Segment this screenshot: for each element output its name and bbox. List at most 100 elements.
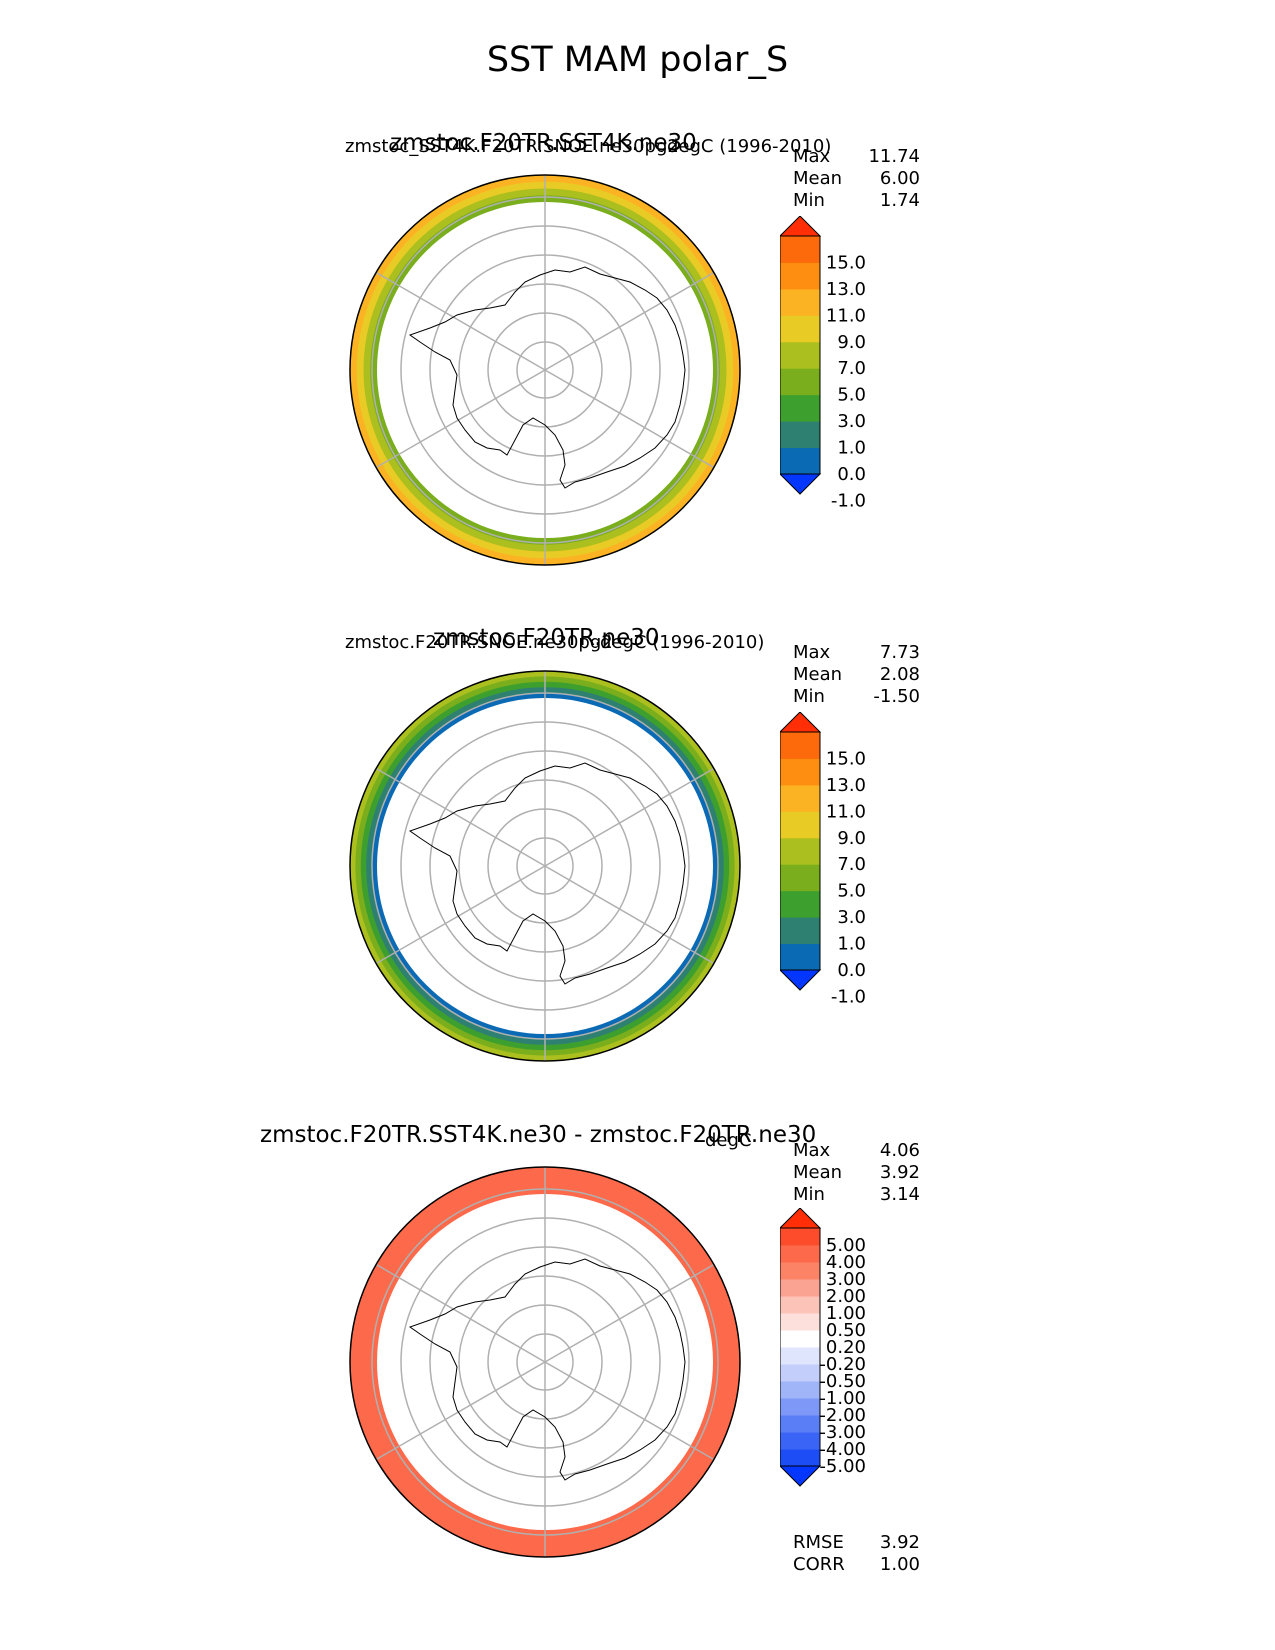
- panel-3-colorbar: 5.004.003.002.001.000.500.20-0.20-0.50-1…: [780, 1208, 866, 1487]
- stat-label: Max: [793, 642, 831, 663]
- stat-max-value: 11.74: [868, 146, 920, 167]
- colorbar-extend-min: [780, 1465, 822, 1487]
- stat-mean-value: 2.08: [879, 664, 920, 685]
- stat-label: Min: [793, 1184, 825, 1205]
- colorbar-tick-label: -4.00: [819, 1439, 866, 1460]
- panel-1-center-title: zmstoc.F20TR.SST4K.ne30: [390, 130, 697, 156]
- panel-1-polar-map: [349, 174, 741, 566]
- colorbar-tick-label: 3.00: [826, 1269, 866, 1290]
- map-boundary: [349, 1166, 741, 1558]
- colorbar-segment: [780, 1449, 820, 1467]
- colorbar-tick-label: 15.0: [826, 252, 866, 273]
- colorbar-tick-label: 5.0: [837, 385, 866, 406]
- colorbar-tick-label: -0.20: [819, 1354, 866, 1375]
- meridian-gridline: [375, 369, 546, 469]
- colorbar-tick-label: 9.0: [837, 828, 866, 849]
- colorbar-tick-label: -5.00: [819, 1456, 866, 1477]
- colorbar-extend-min: [780, 969, 822, 991]
- colorbar-tick-label: 5.0: [837, 881, 866, 902]
- metric-label: RMSE: [793, 1532, 844, 1553]
- panel-2-center-title: zmstoc.F20TR.ne30: [433, 625, 660, 651]
- colorbar-segment: [780, 1279, 820, 1297]
- colorbar-tick-label: 7.0: [837, 854, 866, 875]
- colorbar-tick-label: 15.0: [826, 748, 866, 769]
- colorbar-segment: [780, 1381, 820, 1399]
- colorbar-segment: [780, 447, 820, 475]
- colorbar-tick-label: 11.0: [826, 801, 866, 822]
- panel-1-colorbar: 15.0 13.0 11.0 9.0 7.0 5.0 3.0 1.0 0.0 -1.0: [780, 216, 866, 511]
- colorbar-segment: [780, 1330, 820, 1348]
- panel-2-right-title: degC (1996-2010): [600, 632, 765, 653]
- meridian-gridline: [375, 767, 546, 867]
- antarctic-coastline: [408, 762, 686, 985]
- stat-min-value: -1.50: [873, 686, 920, 707]
- stat-label: Min: [793, 686, 825, 707]
- figure-title: SST MAM polar_S: [486, 40, 789, 80]
- colorbar-tick-label: -1.00: [819, 1388, 866, 1409]
- colorbar-segment: [780, 368, 820, 396]
- colorbar-segment: [780, 288, 820, 316]
- colorbar-tick-label: 13.0: [826, 279, 866, 300]
- colorbar-frame: [780, 1227, 821, 1467]
- colorbar-tick-label: -3.00: [819, 1422, 866, 1443]
- meridian-gridline: [375, 1263, 546, 1363]
- colorbar-tick-label: 3.0: [837, 411, 866, 432]
- panel-3-right-title: degC: [705, 1130, 752, 1151]
- colorbar-segment: [780, 732, 820, 759]
- stat-label: Max: [793, 1140, 831, 1161]
- colorbar-segment: [780, 236, 820, 263]
- panel-2-polar-map: [349, 670, 741, 1062]
- colorbar-segment: [780, 811, 820, 839]
- colorbar-extend-max: [780, 216, 822, 237]
- colorbar-frame: [780, 731, 821, 971]
- panel-3-stats: Max 4.06 Mean 3.92 Min 3.14: [793, 1140, 920, 1206]
- colorbar-tick-label: -0.50: [819, 1371, 866, 1392]
- colorbar-extend-min: [780, 473, 822, 495]
- colorbar-segment: [780, 1347, 820, 1365]
- colorbar-segment: [780, 784, 820, 812]
- colorbar-tick-label: -1.0: [831, 490, 866, 511]
- colorbar-tick-label: 4.00: [826, 1252, 866, 1273]
- colorbar-tick-label: -2.00: [819, 1405, 866, 1426]
- antarctic-coastline: [408, 266, 686, 489]
- colorbar-tick-label: 2.00: [826, 1286, 866, 1307]
- stat-min-value: 1.74: [879, 190, 920, 211]
- panel-1-right-title: degC (1996-2010): [667, 136, 832, 157]
- colorbar-tick-label: 11.0: [826, 305, 866, 326]
- colorbar-tick-label: 5.00: [826, 1235, 866, 1256]
- colorbar-segment: [780, 315, 820, 343]
- meridian-gridline: [544, 271, 715, 371]
- colorbar-segment: [780, 1415, 820, 1433]
- colorbar-tick-label: 0.0: [837, 960, 866, 981]
- colorbar-segment: [780, 890, 820, 918]
- colorbar-tick-label: 1.0: [837, 934, 866, 955]
- meridian-gridline: [544, 1263, 715, 1363]
- meridian-gridline: [544, 865, 715, 965]
- colorbar-segment: [780, 341, 820, 369]
- colorbar-segment: [780, 943, 820, 971]
- colorbar-tick-label: 9.0: [837, 332, 866, 353]
- metric-label: CORR: [793, 1554, 845, 1575]
- stat-mean-value: 3.92: [879, 1162, 920, 1183]
- colorbar-segment: [780, 421, 820, 449]
- colorbar-segment: [780, 1313, 820, 1331]
- meridian-gridline: [375, 865, 546, 965]
- colorbar-segment: [780, 1432, 820, 1450]
- meridian-gridline: [544, 1361, 715, 1461]
- stat-label: Mean: [793, 664, 843, 685]
- meridian-gridline: [544, 369, 715, 469]
- stat-mean-value: 6.00: [879, 168, 920, 189]
- panel-2-left-title: zmstoc.F20TR.SNOE.ne30pg2: [345, 632, 613, 653]
- colorbar-segment: [780, 864, 820, 892]
- colorbar-frame: [780, 235, 821, 475]
- stat-min-value: 3.14: [879, 1184, 920, 1205]
- colorbar-tick-label: 1.0: [837, 438, 866, 459]
- colorbar-segment: [780, 837, 820, 865]
- colorbar-tick-label: 0.20: [826, 1337, 866, 1358]
- stat-max-value: 4.06: [879, 1140, 920, 1161]
- colorbar-segment: [780, 1262, 820, 1280]
- stat-label: Min: [793, 190, 825, 211]
- stat-max-value: 7.73: [879, 642, 920, 663]
- colorbar-segment: [780, 1398, 820, 1416]
- colorbar-segment: [780, 262, 820, 290]
